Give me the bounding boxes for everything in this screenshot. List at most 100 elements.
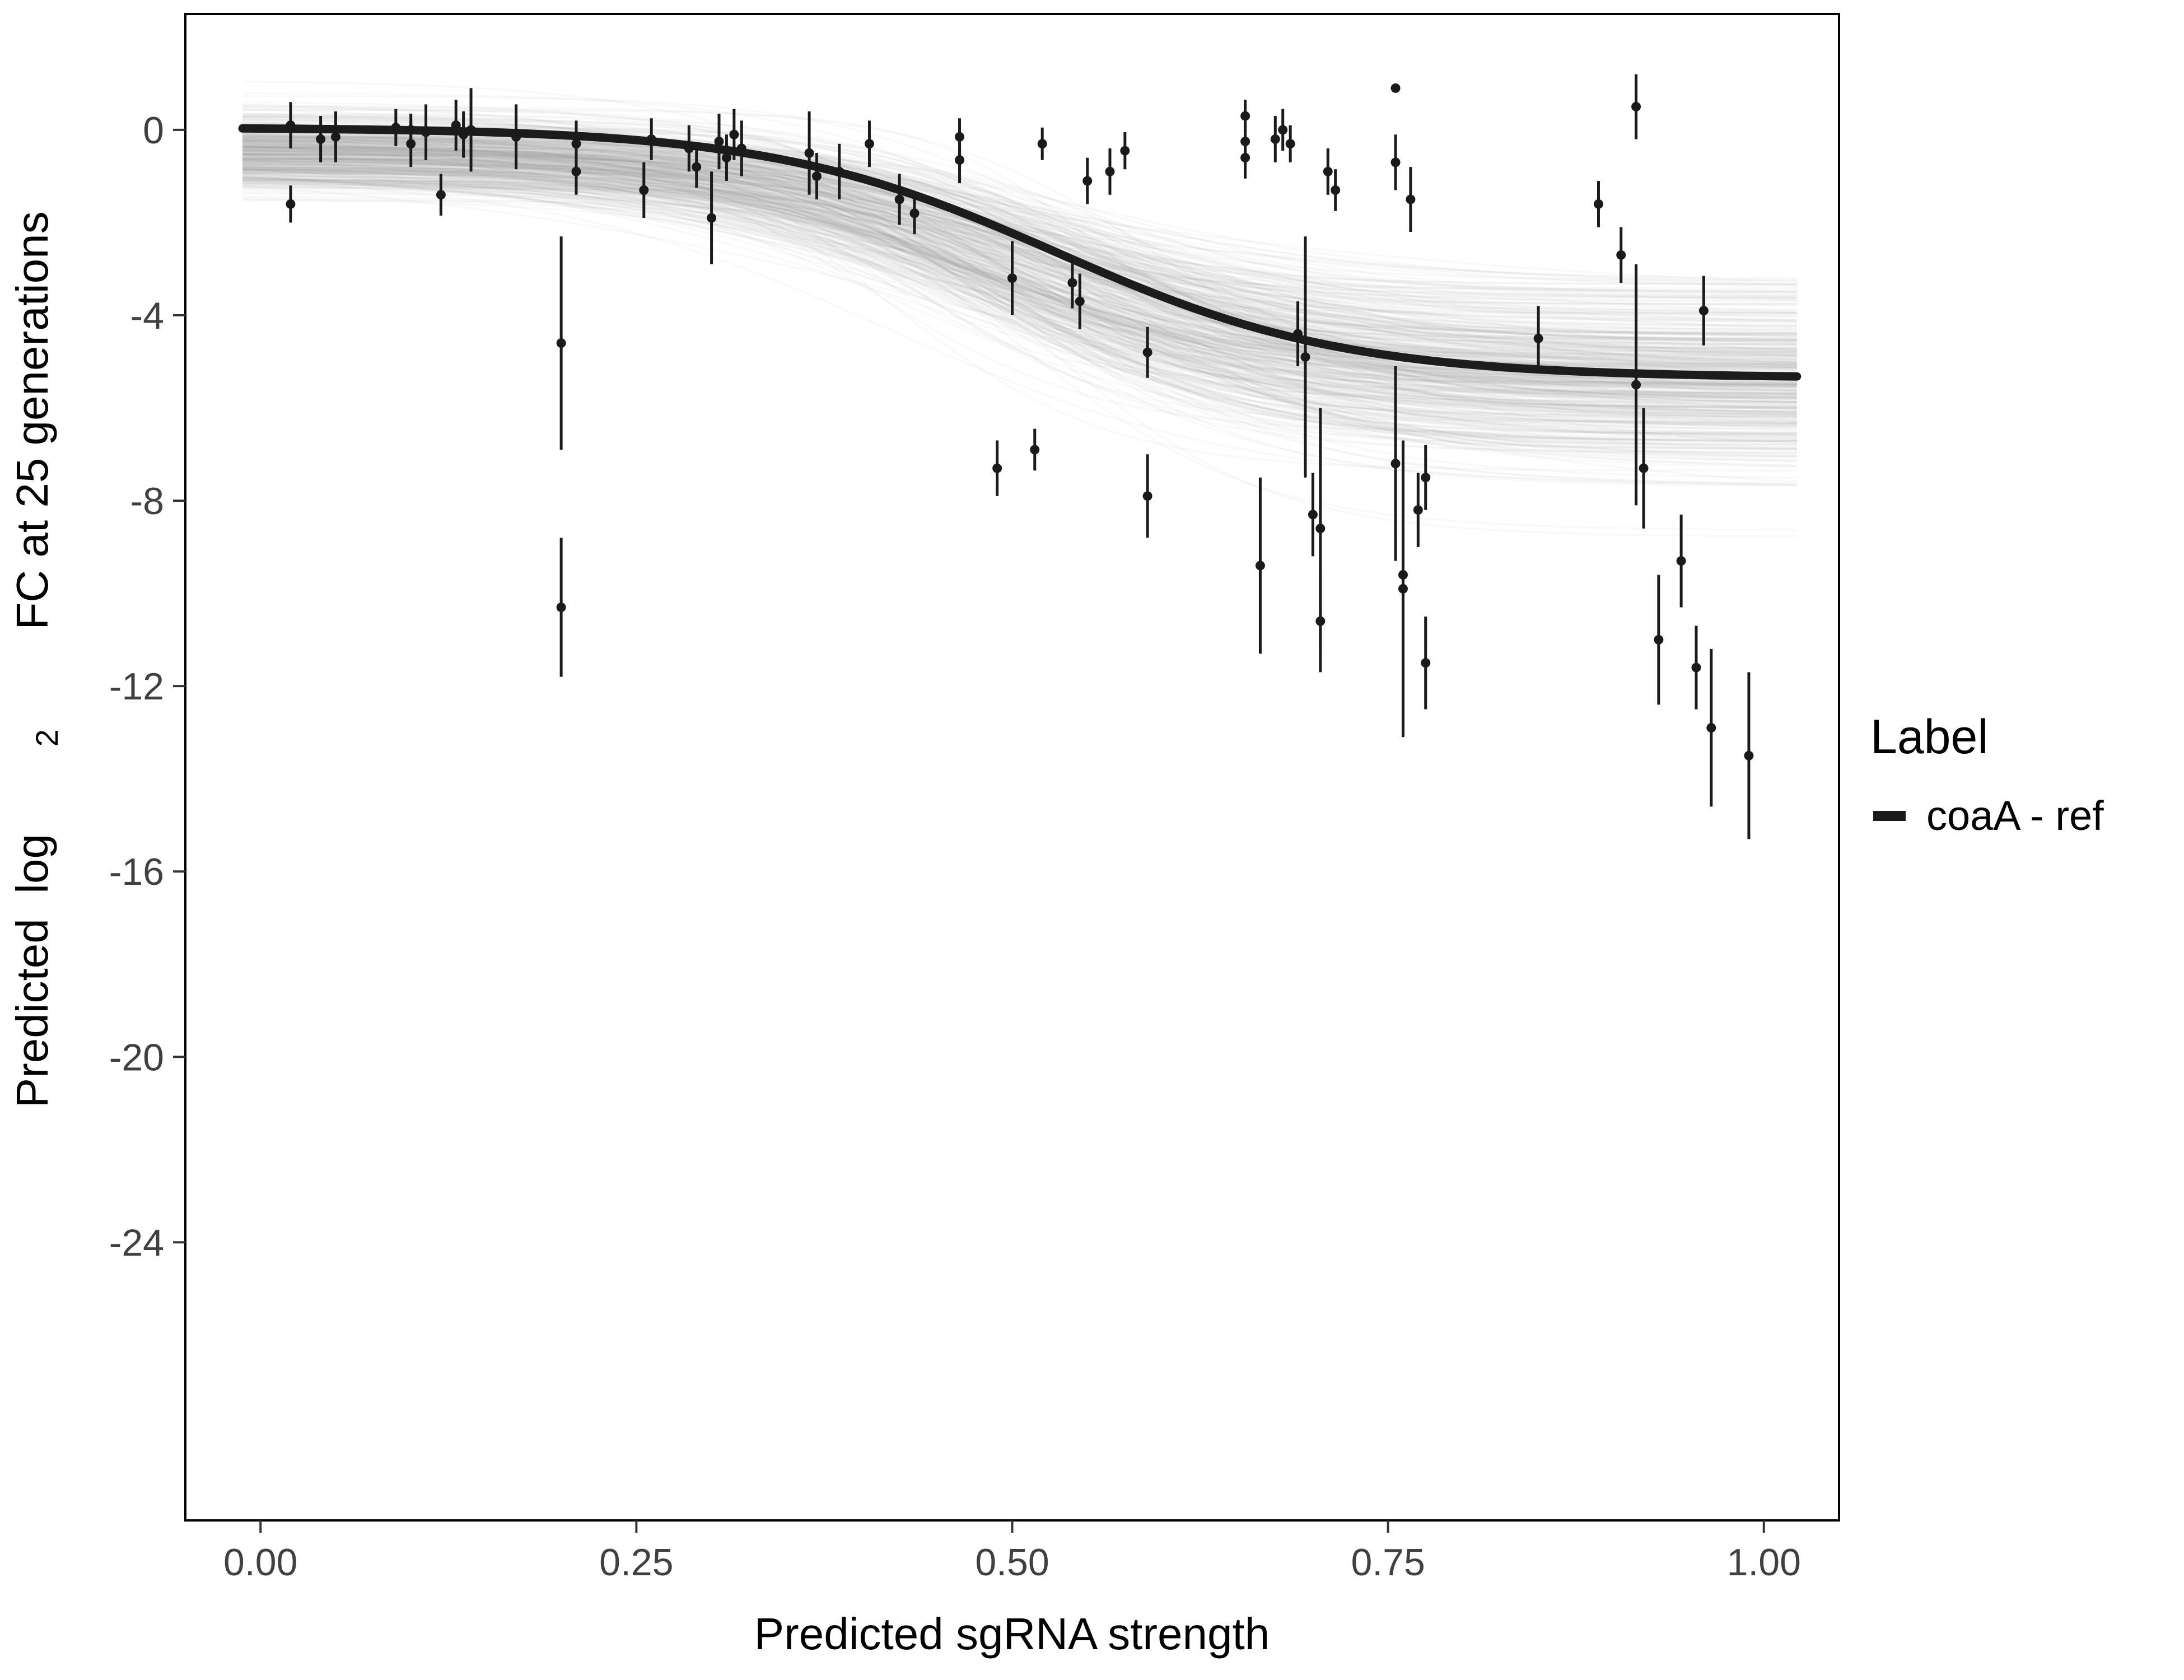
y-tick-label: -8 (130, 480, 164, 522)
posterior-draw-line (242, 155, 1797, 413)
data-point (466, 125, 476, 135)
data-point (421, 127, 431, 137)
x-tick-label: 0.75 (1351, 1541, 1425, 1584)
posterior-draw-line (242, 113, 1797, 396)
posterior-draw-line (242, 141, 1797, 295)
posterior-draw-line (242, 161, 1797, 462)
data-point (1240, 111, 1250, 121)
posterior-draw-line (242, 184, 1797, 382)
posterior-draw-line (242, 154, 1797, 389)
posterior-draw-line (242, 138, 1797, 445)
posterior-draw-line (242, 150, 1797, 404)
posterior-draw-line (242, 160, 1797, 450)
legend-title: Label (1870, 710, 1988, 764)
data-point (556, 338, 566, 348)
posterior-draw-line (242, 157, 1797, 458)
posterior-draw-line (242, 140, 1797, 408)
data-point (1323, 166, 1333, 176)
posterior-draw-line (242, 171, 1797, 302)
posterior-draw-line (242, 180, 1797, 486)
posterior-draw-line (242, 148, 1797, 410)
posterior-draw-line (242, 153, 1797, 442)
y-title-suffix: FC at 25 generations (7, 211, 57, 642)
posterior-draw-line (242, 133, 1797, 435)
posterior-draw-line (242, 158, 1797, 437)
posterior-draw-line (242, 119, 1797, 379)
posterior-draw-line (242, 133, 1797, 405)
posterior-draw-line (242, 115, 1797, 418)
posterior-draw-line (242, 142, 1797, 445)
posterior-draw-line (242, 162, 1797, 404)
posterior-draw-line (242, 157, 1797, 441)
posterior-draw-line (242, 169, 1797, 400)
posterior-draw-line (242, 160, 1797, 395)
uncertainty-band (242, 80, 1797, 538)
posterior-draw-line (242, 156, 1797, 454)
posterior-draw-line (242, 199, 1797, 427)
posterior-draw-line (242, 171, 1797, 428)
posterior-draw-line (242, 135, 1797, 397)
posterior-draw-line (242, 139, 1797, 440)
posterior-draw-line (242, 141, 1797, 288)
data-point (391, 123, 401, 133)
x-axis: 0.00 0.25 0.50 0.75 1.00 (223, 1520, 1801, 1584)
data-point (1240, 153, 1250, 163)
data-point (1030, 445, 1040, 455)
posterior-draw-line (242, 116, 1797, 377)
posterior-draw-line (242, 187, 1797, 286)
data-point (684, 143, 694, 153)
posterior-draw-line (242, 113, 1797, 385)
posterior-draw-line (242, 116, 1797, 417)
data-point (1406, 194, 1416, 204)
posterior-draw-line (242, 133, 1797, 429)
posterior-draw-line (242, 159, 1797, 445)
posterior-draw-line (242, 136, 1797, 472)
data-point (1105, 166, 1115, 176)
posterior-draw-line (242, 125, 1797, 292)
posterior-draw-line (242, 178, 1797, 399)
data-point (955, 155, 965, 165)
data-point (1308, 510, 1318, 520)
posterior-draw-line (242, 147, 1797, 446)
posterior-draw-line (242, 150, 1797, 409)
posterior-draw-line (242, 144, 1797, 435)
data-point (1120, 146, 1130, 156)
data-point (451, 120, 461, 130)
posterior-draw-line (242, 160, 1797, 379)
posterior-draw-line (242, 152, 1797, 417)
posterior-draw-line (242, 136, 1797, 387)
posterior-draw-line (242, 168, 1797, 410)
posterior-draw-line (242, 190, 1797, 427)
posterior-draw-line (242, 148, 1797, 385)
posterior-draw-line (242, 80, 1797, 426)
data-point (1593, 199, 1603, 209)
posterior-draw-line (242, 133, 1797, 442)
posterior-draw-line (242, 164, 1797, 393)
posterior-draw-line (242, 147, 1797, 407)
data-point (646, 134, 656, 144)
posterior-draw-line (242, 164, 1797, 538)
posterior-draw-line (242, 148, 1797, 396)
posterior-draw-line (242, 153, 1797, 449)
posterior-draw-line (242, 108, 1797, 384)
data-point (1413, 505, 1423, 515)
posterior-draw-line (242, 171, 1797, 413)
posterior-draw-line (242, 153, 1797, 399)
posterior-draw-line (242, 169, 1797, 384)
posterior-draw-line (242, 154, 1797, 396)
posterior-draw-line (242, 146, 1797, 282)
data-point (804, 148, 814, 158)
posterior-draw-line (242, 178, 1797, 410)
posterior-draw-line (242, 176, 1797, 397)
posterior-draw-line (242, 174, 1797, 413)
posterior-draw-line (242, 149, 1797, 293)
posterior-draw-line (242, 146, 1797, 424)
posterior-draw-line (242, 143, 1797, 486)
posterior-draw-line (242, 153, 1797, 386)
posterior-draw-line (242, 180, 1797, 463)
posterior-draw-line (242, 106, 1797, 405)
posterior-draw-line (242, 177, 1797, 417)
data-point (1691, 662, 1701, 673)
data-point (1631, 380, 1641, 390)
